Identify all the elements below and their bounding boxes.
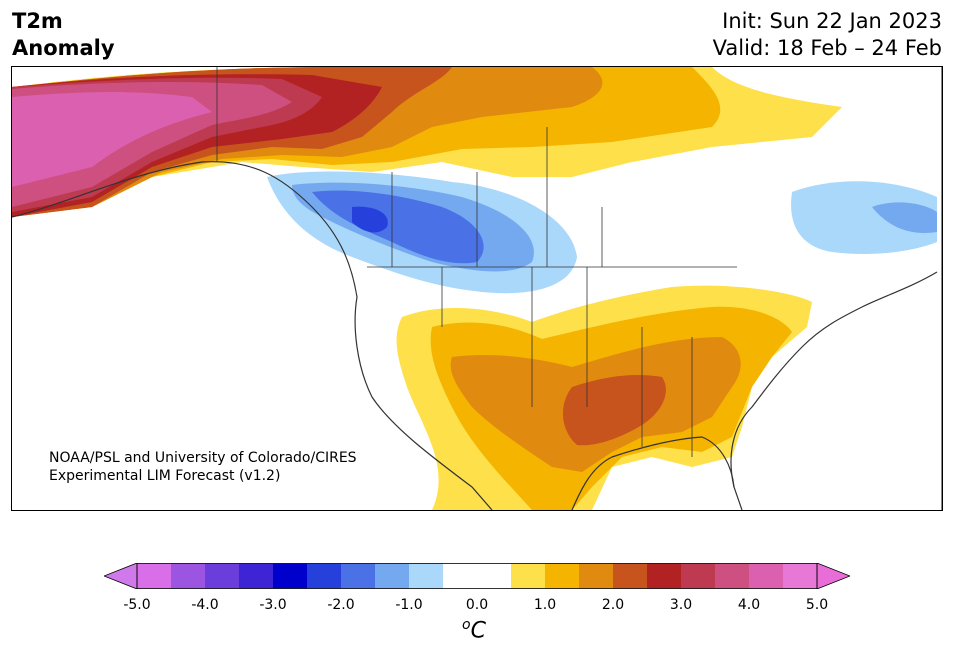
credit-text: NOAA/PSL and University of Colorado/CIRE… (49, 449, 357, 485)
valid-date: Valid: 18 Feb – 24 Feb (712, 36, 942, 60)
border-lines (216, 67, 737, 457)
colorbar-tick-label: 0.0 (465, 597, 489, 613)
colorbar-segment (545, 563, 580, 589)
colorbar-segment (307, 563, 342, 589)
date-block: Init: Sun 22 Jan 2023 Valid: 18 Feb – 24… (713, 8, 942, 62)
colorbar-segment (579, 563, 614, 589)
anomaly-alaska-magenta (12, 92, 212, 187)
colorbar-tick-label: 2.0 (601, 597, 625, 613)
colorbar-segment (375, 563, 410, 589)
anomaly-canada-cold-4 (352, 206, 388, 233)
map-canvas (12, 67, 942, 510)
colorbar-segment (443, 563, 478, 589)
credit-line2: Experimental LIM Forecast (v1.2) (49, 468, 281, 484)
colorbar-segment (783, 563, 818, 589)
colorbar-tick-label: 1.0 (533, 597, 557, 613)
colorbar-segment (409, 563, 444, 589)
unit-letter: C (470, 618, 486, 644)
colorbar-tick-label: -4.0 (191, 597, 219, 613)
colorbar-segment (613, 563, 648, 589)
colorbar-segment (239, 563, 274, 589)
title-line2: Anomaly (12, 36, 115, 60)
colorbar-segment (273, 563, 308, 589)
colorbar-tick-label: 4.0 (737, 597, 761, 613)
colorbar-segments (137, 563, 818, 589)
colorbar-ticks: -5.0 -4.0 -3.0 -2.0 -1.0 0.0 1.0 2.0 3.0 4.0 5.0 (0, 597, 953, 617)
anomaly-quebec-cold-2 (872, 202, 937, 233)
colorbar-tick-label: -1.0 (395, 597, 423, 613)
colorbar-tick-label: -3.0 (259, 597, 287, 613)
credit-line1: NOAA/PSL and University of Colorado/CIRE… (49, 450, 357, 466)
colorbar-unit: oC (462, 617, 486, 643)
colorbar-segment (511, 563, 546, 589)
colorbar-segment (647, 563, 682, 589)
colorbar-segment (137, 563, 172, 589)
coastline (12, 67, 942, 510)
colorbar-over-triangle (816, 563, 850, 589)
init-date: Init: Sun 22 Jan 2023 (722, 9, 942, 33)
title-line1: T2m (12, 9, 63, 33)
unit-degree: o (462, 617, 471, 633)
colorbar (104, 563, 850, 589)
colorbar-segment (715, 563, 750, 589)
colorbar-under-triangle (104, 563, 138, 589)
title-block: T2m Anomaly (12, 8, 115, 62)
colorbar-segment (681, 563, 716, 589)
colorbar-outline (136, 563, 818, 589)
colorbar-segment (477, 563, 512, 589)
colorbar-segment (341, 563, 376, 589)
colorbar-segment (171, 563, 206, 589)
anomaly-quebec-cold-1 (791, 181, 937, 254)
colorbar-tick-label: -5.0 (123, 597, 151, 613)
anomaly-map (11, 66, 943, 511)
colorbar-segment (749, 563, 784, 589)
colorbar-tick-label: -2.0 (327, 597, 355, 613)
anomaly-us-warm-4 (562, 375, 666, 446)
colorbar-segment (205, 563, 240, 589)
colorbar-tick-label: 5.0 (805, 597, 829, 613)
colorbar-tick-label: 3.0 (669, 597, 693, 613)
